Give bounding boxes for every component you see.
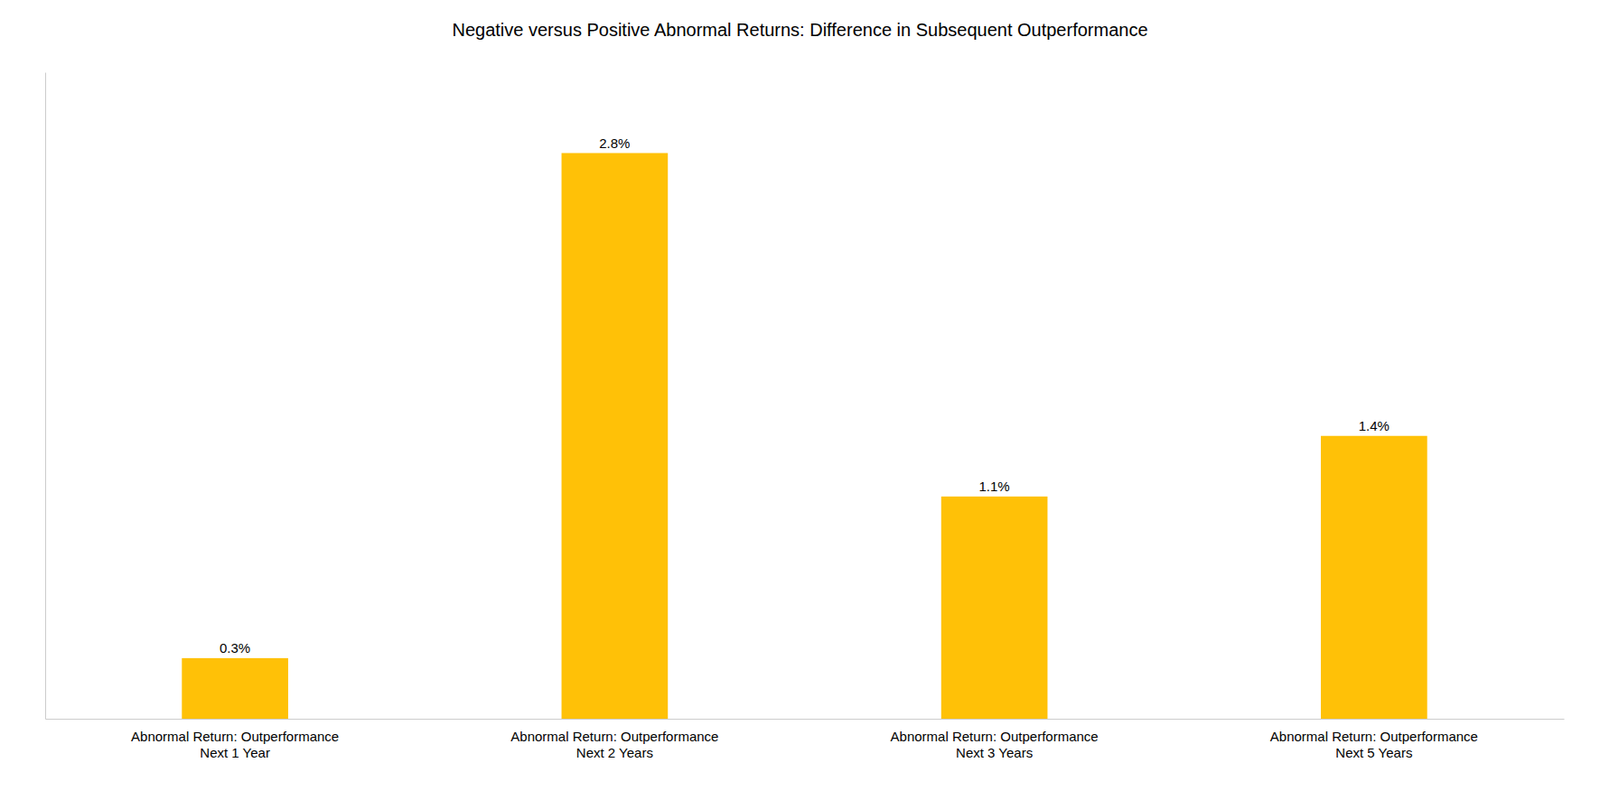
bar <box>181 658 289 720</box>
bar <box>561 153 669 721</box>
x-tick-label: Abnormal Return: OutperformanceNext 3 Ye… <box>890 729 1099 761</box>
x-tick: Abnormal Return: OutperformanceNext 3 Ye… <box>890 719 1099 761</box>
x-tick-label: Abnormal Return: OutperformanceNext 5 Ye… <box>1270 729 1479 761</box>
chart-title: Negative versus Positive Abnormal Return… <box>451 19 1148 40</box>
bar <box>941 496 1048 720</box>
x-axis-line <box>46 719 1565 721</box>
data-label: 2.8% <box>598 135 630 151</box>
y-axis <box>45 73 47 721</box>
x-tick: Abnormal Return: OutperformanceNext 5 Ye… <box>1270 719 1479 761</box>
data-label: 1.4% <box>1358 418 1390 434</box>
chart-svg: Negative versus Positive Abnormal Return… <box>0 0 1600 800</box>
data-labels: 0.3% 2.8% 1.1% 1.4% <box>219 135 1390 656</box>
data-label: 0.3% <box>219 640 251 656</box>
x-tick: Abnormal Return: OutperformanceNext 2 Ye… <box>510 719 719 761</box>
y-axis-line <box>45 73 47 721</box>
data-label: 1.1% <box>979 478 1011 495</box>
bars <box>181 153 1427 721</box>
x-tick-label: Abnormal Return: OutperformanceNext 1 Ye… <box>130 729 339 761</box>
x-axis: Abnormal Return: OutperformanceNext 1 Ye… <box>46 719 1565 761</box>
bar <box>1320 436 1428 720</box>
x-tick-label: Abnormal Return: OutperformanceNext 2 Ye… <box>510 729 719 761</box>
plot-area: Abnormal Return: OutperformanceNext 1 Ye… <box>46 73 1565 761</box>
x-tick: Abnormal Return: OutperformanceNext 1 Ye… <box>130 719 339 761</box>
